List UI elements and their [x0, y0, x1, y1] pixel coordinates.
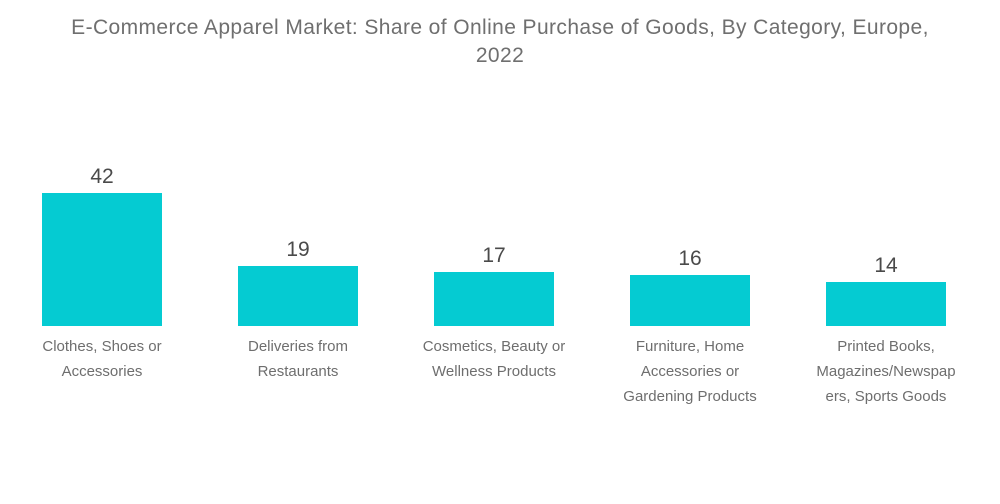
category-label: Clothes, Shoes or Accessories [42, 338, 162, 380]
chart-title: E-Commerce Apparel Market: Share of Onli… [71, 16, 929, 67]
bar-value-label: 42 [90, 165, 114, 188]
category-label: Furniture, Home Accessories or Gardening… [623, 338, 757, 405]
bar-value-label: 19 [286, 238, 310, 261]
bar-area: 16 [592, 0, 788, 326]
bar-column: 19 Deliveries from Restaurants [200, 0, 396, 384]
category-label: Printed Books, Magazines/Newspapers, Spo… [816, 338, 956, 405]
category-label: Deliveries from Restaurants [247, 338, 349, 380]
bar [42, 193, 162, 326]
bar-area: 17 [396, 0, 592, 326]
bar-value-label: 17 [482, 244, 506, 267]
bar-column: 42 Clothes, Shoes or Accessories [4, 0, 200, 384]
category-label: Cosmetics, Beauty or Wellness Products [422, 338, 566, 380]
bar-value-label: 14 [874, 254, 898, 277]
bar-column: 17 Cosmetics, Beauty or Wellness Product… [396, 0, 592, 384]
bar-area: 42 [4, 0, 200, 326]
bar-column: 16 Furniture, Home Accessories or Garden… [592, 0, 788, 409]
bar-area: 19 [200, 0, 396, 326]
bar-column: 14 Printed Books, Magazines/Newspapers, … [788, 0, 984, 409]
bar-area: 14 [788, 0, 984, 326]
bar-chart-plot: 42 Clothes, Shoes or Accessories 19 Deli… [4, 0, 984, 430]
bar [826, 282, 946, 326]
bar [434, 272, 554, 326]
bar [630, 275, 750, 326]
bar [238, 266, 358, 326]
bar-value-label: 16 [678, 247, 702, 270]
